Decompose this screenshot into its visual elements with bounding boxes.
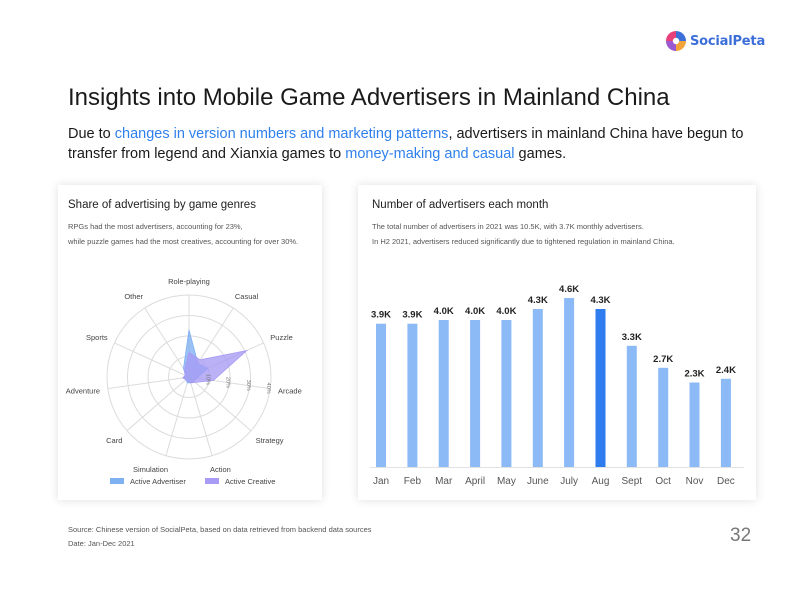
x-tick-label: Feb: [404, 476, 422, 487]
card-title: Number of advertisers each month: [372, 199, 549, 211]
subtitle-text: , advertisers in mainland China have beg…: [68, 126, 744, 162]
x-tick-label: June: [527, 476, 549, 487]
bar: [626, 345, 637, 467]
radar-axis-label: Simulation: [133, 465, 168, 474]
bar: [501, 320, 512, 467]
x-tick-label: April: [465, 476, 485, 487]
radar-series-area: [182, 349, 249, 384]
legend-label: Active Advertiser: [130, 477, 186, 486]
radar-spoke: [107, 376, 190, 390]
subtitle-highlight: changes in version numbers and marketing…: [114, 126, 449, 142]
page-title: Insights into Mobile Game Advertisers in…: [68, 84, 670, 111]
x-tick-label: Jan: [373, 476, 389, 487]
radar-axis-label: Sports: [86, 333, 108, 342]
logo-text: SocialPeta: [690, 33, 766, 49]
x-tick-label: Mar: [435, 476, 453, 487]
bar-chart: 3.9K Jan 3.9K Feb 4.0K Mar 4.0K April 4.0K May 4.3…: [370, 284, 744, 487]
bar: [720, 378, 731, 467]
radar-spoke: [126, 376, 190, 432]
subtitle-text: games.: [514, 145, 567, 162]
subtitle-highlight: money-making and casual: [345, 145, 515, 162]
radar-tick-label: 10%: [204, 374, 210, 385]
radar-axis-label: Card: [106, 436, 122, 445]
bar: [658, 367, 669, 467]
bar-value-label: 4.0K: [465, 306, 485, 317]
radar-axis-label: Role-playing: [168, 277, 210, 286]
x-tick-label: Dec: [717, 476, 735, 487]
card-title: Share of advertising by game genres: [68, 199, 256, 211]
card-note: RPGs had the most advertisers, accountin…: [68, 222, 243, 231]
bar-value-label: 4.3K: [590, 295, 610, 306]
radar-axis-label: Casual: [235, 292, 259, 301]
legend-label: Active Creative: [225, 477, 275, 486]
x-tick-label: July: [560, 476, 578, 487]
legend-swatch: [205, 478, 219, 484]
radar-axis-label: Puzzle: [270, 333, 293, 342]
bar-value-label: 2.7K: [653, 354, 673, 365]
card-note: In H2 2021, advertisers reduced signific…: [372, 237, 675, 246]
radar-spoke: [114, 342, 190, 378]
bar-value-label: 3.9K: [402, 310, 422, 321]
bar-value-label: 4.6K: [559, 284, 579, 295]
bar-value-label: 3.9K: [371, 310, 391, 321]
x-tick-label: May: [497, 476, 516, 487]
radar-tick-label: 30%: [245, 380, 251, 391]
radar-axis-label: Strategy: [256, 436, 284, 445]
radar-axis-label: Other: [124, 292, 143, 301]
legend-swatch: [110, 478, 124, 484]
bar-value-label: 4.0K: [496, 306, 516, 317]
bar: [564, 298, 575, 467]
bar-value-label: 3.3K: [622, 332, 642, 343]
radar-axis-label: Adventure: [66, 387, 100, 396]
radar-spoke: [188, 376, 252, 432]
radar-axis-label: Arcade: [278, 387, 302, 396]
bar: [407, 323, 418, 467]
monthly-advertisers-card: Number of advertisers each month The tot…: [358, 185, 756, 500]
radar-spoke: [144, 307, 190, 378]
x-tick-label: Oct: [655, 476, 671, 487]
bar: [532, 309, 543, 467]
brand-logo: SocialPeta: [665, 30, 765, 52]
radar-spoke: [165, 376, 190, 456]
radar-tick-label: 20%: [225, 377, 231, 388]
bar-value-label: 4.0K: [434, 306, 454, 317]
bar-value-label: 2.3K: [684, 369, 704, 380]
source-note: Source: Chinese version of SocialPeta, b…: [68, 525, 372, 534]
bar: [595, 309, 606, 467]
socialpeta-logo-icon: [666, 31, 686, 51]
card-note: while puzzle games had the most creative…: [68, 237, 299, 246]
x-tick-label: Nov: [686, 476, 704, 487]
radar-axis-label: Action: [210, 465, 231, 474]
bar: [438, 320, 449, 467]
radar-tick-label: 40%: [265, 383, 271, 394]
radar-spoke: [188, 376, 213, 456]
page-subtitle: Due to changes in version numbers and ma…: [68, 125, 768, 164]
genre-share-card: Share of advertising by game genres RPGs…: [58, 185, 322, 500]
bar: [376, 323, 386, 467]
radar-chart: 10% 20% 30% 40% Role-playing Casual Puzzle Arca…: [66, 277, 302, 486]
subtitle-text: Due to: [68, 126, 115, 142]
bar: [470, 320, 481, 467]
x-tick-label: Sept: [622, 476, 643, 487]
bar: [689, 382, 700, 467]
page-number: 32: [730, 525, 752, 546]
bar-value-label: 4.3K: [528, 295, 548, 306]
bar-value-label: 2.4K: [716, 365, 736, 376]
card-note: The total number of advertisers in 2021 …: [372, 222, 644, 231]
date-note: Date: Jan-Dec 2021: [68, 539, 135, 548]
x-tick-label: Aug: [592, 476, 610, 487]
